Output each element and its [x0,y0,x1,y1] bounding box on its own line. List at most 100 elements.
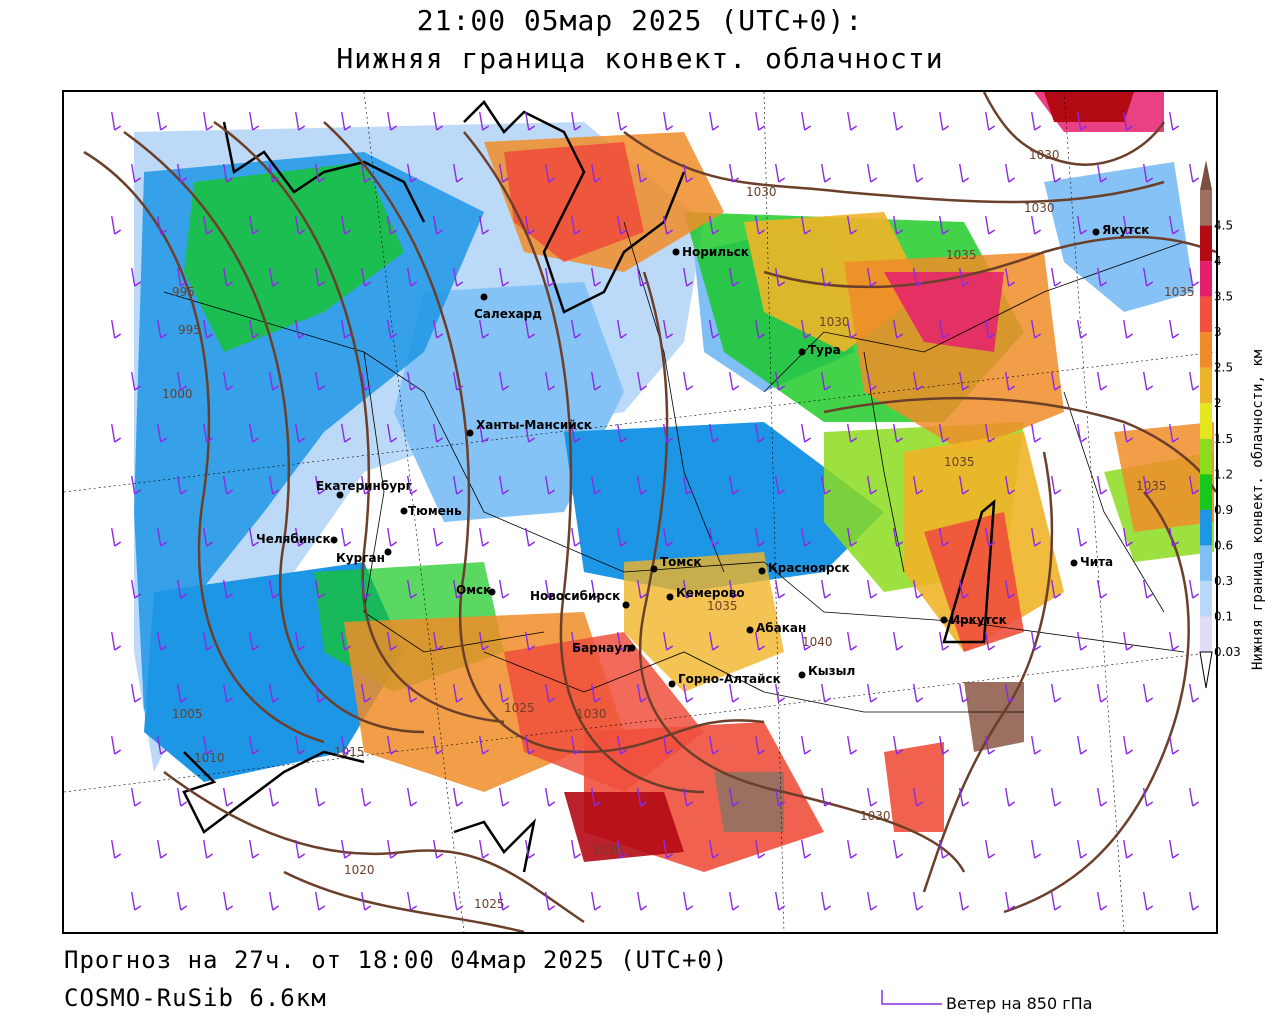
wind-barb [1142,787,1154,807]
wind-barb [177,579,188,599]
wind-barb [131,579,142,599]
coastline [182,100,996,873]
wind-barb [1096,787,1108,807]
wind-barb [269,267,280,287]
wind-barb [959,163,970,183]
city-label: Барнаул [572,641,631,655]
wind-barb [295,527,306,547]
colorbar-band [1200,332,1212,368]
wind-barb [729,267,740,287]
wind-barb [479,839,490,859]
wind-barb [499,371,510,391]
wind-barb [499,891,510,911]
wind-barb [801,215,812,235]
wind-barb [709,215,720,235]
wind-barb [479,111,490,131]
wind-barb [315,787,326,807]
wind-barb [1188,683,1200,703]
wind-barb [775,787,786,807]
city-label: Кемерово [676,586,745,600]
wind-barb [821,267,832,287]
isobar-label: 1030 [592,843,623,857]
wind-barbs [111,111,1200,911]
wind-barb [407,371,418,391]
wind-barb [821,891,832,911]
wind-barb [801,839,812,859]
colorbar-band [1200,261,1212,297]
wind-barb [157,423,168,443]
isobar-label: 1035 [707,599,738,613]
city-label: Екатеринбург [316,479,412,493]
wind-barb [959,371,970,391]
wind-barb [1076,215,1088,235]
wind-barb [1122,423,1134,443]
wind-barb [177,371,188,391]
wind-barb [177,475,188,495]
wind-barb [617,839,628,859]
wind-barb [847,631,858,651]
wind-barb [729,579,740,599]
wind-barb [111,423,122,443]
wind-barb [453,475,464,495]
wind-barb [637,891,648,911]
wind-barb [1168,111,1180,131]
wind-barb [387,735,398,755]
wind-barb [663,215,674,235]
wind-barb [867,163,878,183]
city-label: Новосибирск [530,589,620,603]
wind-barb [683,891,694,911]
colorbar-band [1200,225,1212,262]
wind-barb [387,527,398,547]
wind-barb [755,423,766,443]
wind-barb [729,683,740,703]
wind-barb [1051,163,1062,183]
city-label: Горно-Алтайск [678,672,781,686]
city-label: Кызыл [808,664,855,678]
wind-barb [847,735,858,755]
wind-barb [617,423,628,443]
isobar-label: 1035 [944,455,975,469]
wind-barb [959,891,970,911]
wind-barb [453,371,464,391]
wind-barb [893,423,904,443]
wind-barb [1188,787,1200,807]
isobar-label: 1025 [474,897,505,911]
wind-barb [295,423,306,443]
wind-barb [433,527,444,547]
wind-barb [893,839,904,859]
colorbar-band [1200,580,1212,617]
wind-barb [1031,527,1042,547]
wind-barb [683,579,694,599]
wind-barb [1005,163,1016,183]
wind-barb [545,163,556,183]
wind-barb [755,319,766,339]
colorbar-band [1200,403,1212,439]
wind-barb [663,111,674,131]
wind-barb [1142,891,1154,911]
wind-barb [1142,683,1154,703]
wind-barb [801,319,812,339]
wind-legend: Ветер на 850 гПа [878,988,1138,1018]
wind-barb [249,631,260,651]
wind-barb [571,631,582,651]
wind-barb [959,787,970,807]
wind-barb [847,423,858,443]
wind-barb [663,527,674,547]
wind-barb [177,787,188,807]
wind-barb [249,319,260,339]
wind-barb [1096,267,1108,287]
wind-barb [775,475,786,495]
wind-barb [591,891,602,911]
wind-barb [1122,111,1134,131]
wind-barb [1051,787,1062,807]
wind-barb [847,215,858,235]
wind-barb [1168,319,1180,339]
wind-barb [131,891,142,911]
wind-barb [131,371,142,391]
wind-barb [111,527,122,547]
wind-barb [867,891,878,911]
wind-barb [315,475,326,495]
wind-barb [111,111,122,131]
wind-barb [913,787,924,807]
wind-barb [939,215,950,235]
